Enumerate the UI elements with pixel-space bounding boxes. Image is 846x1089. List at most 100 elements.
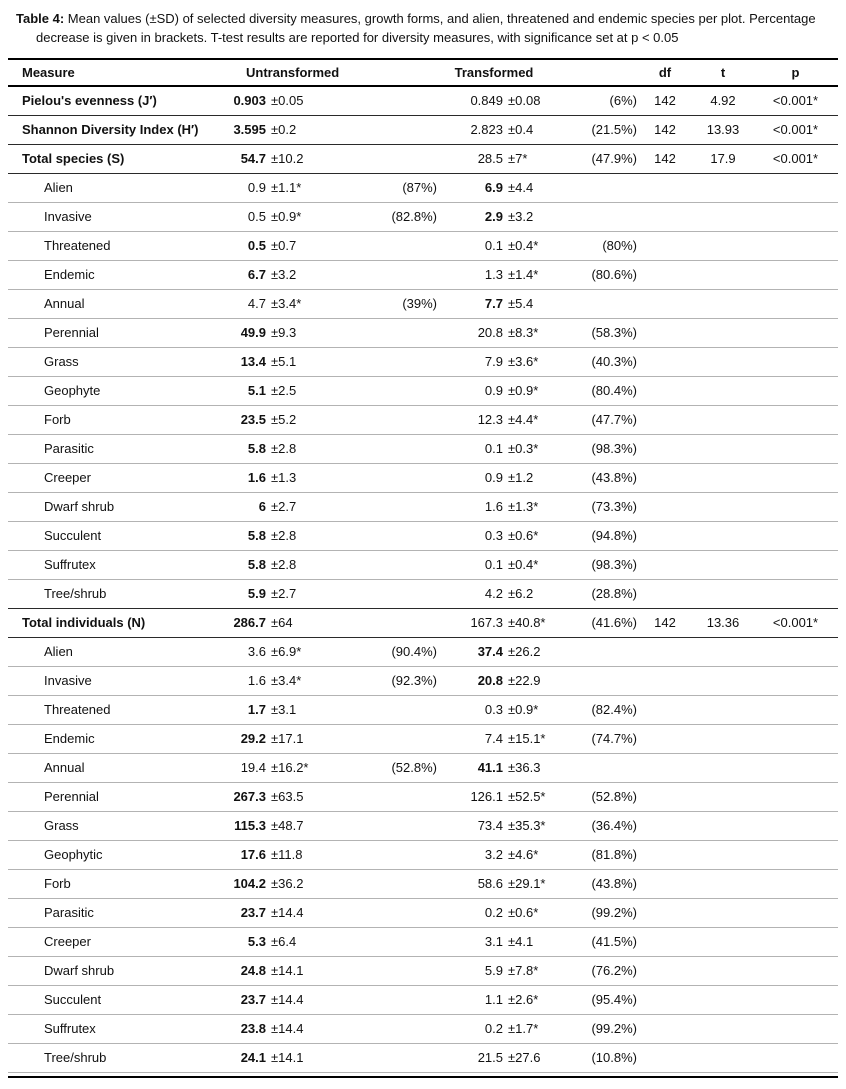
untransformed-decrease-pct: (82.8%) [391,209,437,225]
measure-label: Total individuals (N) [22,615,146,631]
transformed-mean: 0.2 [484,905,503,921]
transformed-sd: ±0.9* [508,702,539,718]
untransformed-mean: 5.8 [247,441,266,457]
transformed-decrease-pct: (47.7%) [591,412,637,428]
transformed-decrease-pct: (99.2%) [591,1021,637,1037]
untransformed-sd: ±48.7 [271,818,304,834]
table-row: Parasitic 5.8 ±2.8 0.1 ±0.3* (98.3%) [8,435,838,464]
transformed-decrease-pct: (95.4%) [591,992,637,1008]
untransformed-mean: 115.3 [234,818,266,834]
transformed-mean: 20.8 [477,673,503,689]
transformed-mean: 6.9 [484,180,503,196]
measure-label: Total species (S) [22,151,125,167]
p-value: <0.001* [772,151,819,167]
untransformed-mean: 19.4 [240,760,266,776]
measure-label: Tree/shrub [44,1050,107,1066]
header-t: t [720,64,726,80]
transformed-sd: ±40.8* [508,615,546,631]
measure-label: Annual [44,296,85,312]
untransformed-sd: ±0.05 [271,93,304,109]
table-row: Endemic 29.2 ±17.1 7.4 ±15.1* (74.7%) [8,725,838,754]
transformed-mean: 7.9 [484,354,503,370]
transformed-sd: ±2.6* [508,992,539,1008]
transformed-decrease-pct: (94.8%) [591,528,637,544]
measure-label: Perennial [44,789,99,805]
measure-label: Creeper [44,470,91,486]
table-row: Tree/shrub 5.9 ±2.7 4.2 ±6.2 (28.8%) [8,580,838,609]
table-row: Suffrutex 5.8 ±2.8 0.1 ±0.4* (98.3%) [8,551,838,580]
untransformed-sd: ±2.8 [271,528,297,544]
table-row: Creeper 1.6 ±1.3 0.9 ±1.2 (43.8%) [8,464,838,493]
transformed-sd: ±29.1* [508,876,546,892]
untransformed-sd: ±1.3 [271,470,297,486]
transformed-mean: 73.4 [477,818,503,834]
header-measure: Measure [22,64,75,80]
untransformed-sd: ±6.4 [271,934,297,950]
measure-label: Dwarf shrub [44,963,115,979]
table-caption-text: Mean values (±SD) of selected diversity … [36,11,816,45]
untransformed-mean: 5.3 [247,934,266,950]
measure-label: Grass [44,354,79,370]
untransformed-mean: 5.9 [247,586,266,602]
table-row: Grass 13.4 ±5.1 7.9 ±3.6* (40.3%) [8,348,838,377]
transformed-decrease-pct: (76.2%) [591,963,637,979]
transformed-sd: ±8.3* [508,325,539,341]
untransformed-mean: 0.5 [247,238,266,254]
table-row: Forb 23.5 ±5.2 12.3 ±4.4* (47.7%) [8,406,838,435]
table-row: Dwarf shrub 24.8 ±14.1 5.9 ±7.8* (76.2%) [8,957,838,986]
untransformed-sd: ±3.2 [271,267,297,283]
transformed-mean: 1.3 [484,267,503,283]
transformed-decrease-pct: (82.4%) [591,702,637,718]
transformed-decrease-pct: (58.3%) [591,325,637,341]
transformed-mean: 0.3 [484,528,503,544]
header-untransformed: Untransformed [246,64,340,80]
table-row: Annual 4.7 ±3.4* (39%) 7.7 ±5.4 [8,290,838,319]
table-row: Alien 3.6 ±6.9* (90.4%) 37.4 ±26.2 [8,638,838,667]
measure-label: Forb [44,412,71,428]
untransformed-sd: ±2.7 [271,499,297,515]
table-row: Creeper 5.3 ±6.4 3.1 ±4.1 (41.5%) [8,928,838,957]
measure-label: Suffrutex [44,1021,96,1037]
table-row: Total individuals (N) 286.7 ±64 167.3 ±4… [8,609,838,638]
t-value: 13.93 [706,122,740,138]
transformed-mean: 12.3 [477,412,503,428]
untransformed-decrease-pct: (90.4%) [391,644,437,660]
transformed-sd: ±1.4* [508,267,539,283]
untransformed-mean: 13.4 [240,354,266,370]
measure-label: Threatened [44,238,111,254]
table-caption: Table 4: Mean values (±SD) of selected d… [10,10,836,48]
transformed-mean: 2.9 [484,209,503,225]
transformed-decrease-pct: (43.8%) [591,470,637,486]
transformed-mean: 0.1 [484,441,503,457]
untransformed-mean: 1.6 [247,673,266,689]
untransformed-sd: ±63.5 [271,789,304,805]
table-row: Perennial 267.3 ±63.5 126.1 ±52.5* (52.8… [8,783,838,812]
untransformed-mean: 24.8 [240,963,266,979]
untransformed-sd: ±14.4 [271,1021,304,1037]
untransformed-mean: 5.1 [247,383,266,399]
untransformed-mean: 23.7 [240,992,266,1008]
untransformed-sd: ±10.2 [271,151,304,167]
table-row: Total species (S) 54.7 ±10.2 28.5 ±7* (4… [8,145,838,174]
untransformed-decrease-pct: (92.3%) [391,673,437,689]
table-row: Shannon Diversity Index (H′) 3.595 ±0.2 … [8,116,838,145]
transformed-decrease-pct: (36.4%) [591,818,637,834]
untransformed-mean: 24.1 [240,1050,266,1066]
untransformed-sd: ±11.8 [271,847,303,863]
untransformed-mean: 4.7 [247,296,266,312]
transformed-sd: ±0.08 [508,93,541,109]
untransformed-sd: ±9.3 [271,325,297,341]
transformed-mean: 167.3 [470,615,503,631]
transformed-sd: ±27.6 [508,1050,541,1066]
transformed-decrease-pct: (73.3%) [591,499,637,515]
table-row: Tree/shrub 24.1 ±14.1 21.5 ±27.6 (10.8%) [8,1044,838,1073]
transformed-mean: 4.2 [484,586,503,602]
transformed-mean: 0.849 [470,93,503,109]
table-header-row: Measure Untransformed Transformed df t p [8,60,838,87]
transformed-sd: ±5.4 [508,296,534,312]
untransformed-sd: ±2.5 [271,383,297,399]
untransformed-mean: 54.7 [240,151,266,167]
untransformed-mean: 0.5 [247,209,266,225]
untransformed-sd: ±36.2 [271,876,304,892]
